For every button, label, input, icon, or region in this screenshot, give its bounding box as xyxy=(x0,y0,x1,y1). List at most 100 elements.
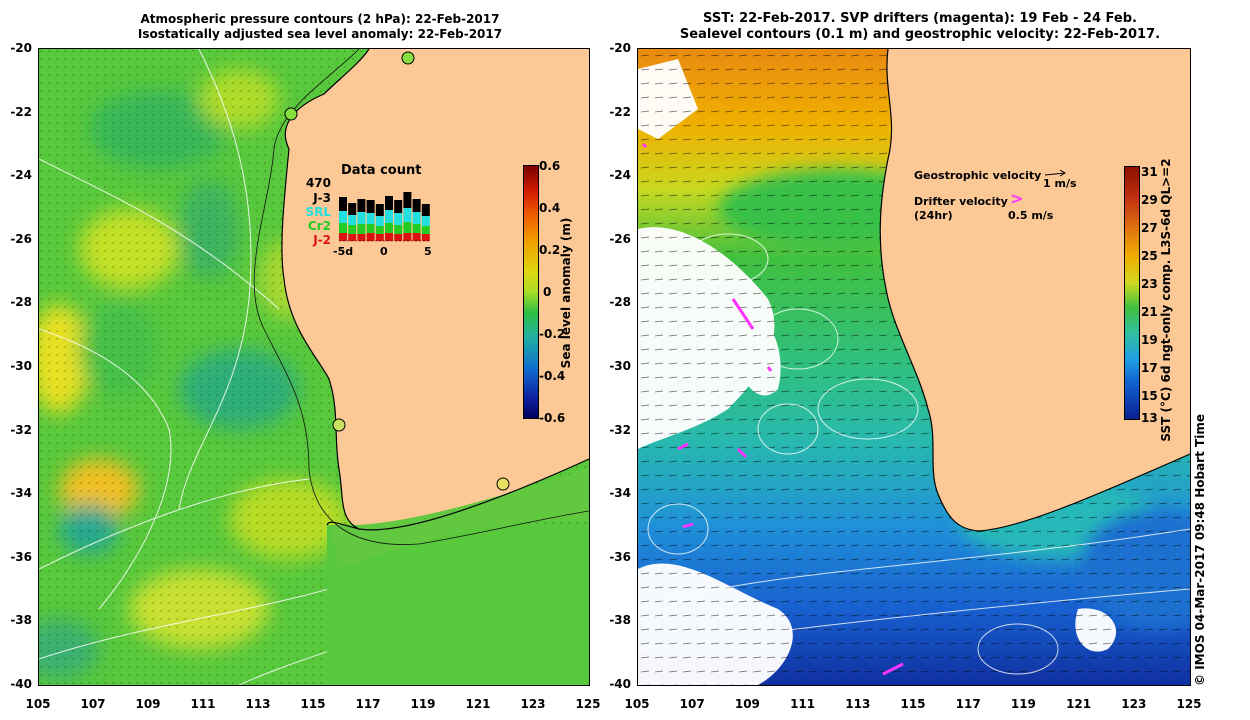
data-count-bar-segment xyxy=(412,199,421,212)
data-count-bar-segment xyxy=(348,215,357,225)
sst-tick: 27 xyxy=(1141,221,1158,235)
data-count-bar-segment xyxy=(375,204,384,216)
left-title-line1: Atmospheric pressure contours (2 hPa): 2… xyxy=(140,12,500,26)
data-count-bar-segment xyxy=(385,223,393,233)
longitude-tick: 123 xyxy=(520,697,546,711)
data-count-chart xyxy=(339,192,431,242)
longitude-tick: 117 xyxy=(355,697,381,711)
latitude-tick: -38 xyxy=(609,613,631,628)
data-count-bar-segment xyxy=(357,199,366,212)
legend-cr2: Cr2 xyxy=(307,219,331,233)
data-count-bar-segment xyxy=(375,216,384,226)
data-count-bar-segment xyxy=(375,226,384,234)
sst-tick: 21 xyxy=(1141,305,1158,319)
sla-colorbar-ticks: 0.6 0.4 0.2 0 -0.2 -0.4 -0.6 xyxy=(539,159,579,425)
data-count-bar-segment xyxy=(385,233,393,241)
longitude-tick: 121 xyxy=(465,697,491,711)
longitude-tick: 105 xyxy=(25,697,51,711)
longitude-tick: 119 xyxy=(410,697,436,711)
data-count-total: 470 xyxy=(305,176,331,190)
data-count-bar-segment xyxy=(394,200,403,213)
latitude-tick: -26 xyxy=(10,231,32,246)
left-title-line2: Isostatically adjusted sea level anomaly… xyxy=(137,27,503,41)
australia-landmass xyxy=(880,49,1190,531)
data-count-bar-segment xyxy=(339,223,347,233)
data-count-bar-segment xyxy=(385,196,393,210)
data-count-bar-segment xyxy=(348,234,357,241)
sea-level-anomaly-map-canvas xyxy=(39,49,589,685)
sla-tick: 0.4 xyxy=(539,201,561,215)
latitude-tick: -28 xyxy=(609,295,631,310)
sla-colorbar xyxy=(523,165,539,419)
sst-tick: 25 xyxy=(1141,249,1158,263)
latitude-tick: -32 xyxy=(609,422,631,437)
data-count-bar-segment xyxy=(412,212,421,224)
data-count-bar-segment xyxy=(357,224,366,234)
data-count-bar-segment xyxy=(366,213,375,224)
drifter-velocity-sub: (24hr) xyxy=(914,209,953,222)
tide-gauge-marker xyxy=(332,418,346,432)
data-count-bar-segment xyxy=(394,225,403,234)
latitude-tick: -20 xyxy=(609,41,631,55)
longitude-tick: 105 xyxy=(624,697,650,711)
data-count-bar-segment xyxy=(403,233,412,241)
data-count-bar-segment xyxy=(403,222,412,233)
tide-gauge-marker xyxy=(401,51,415,65)
sla-tick: 0.2 xyxy=(539,243,561,257)
geostrophic-velocity-arrow xyxy=(1044,172,1066,176)
latitude-tick: -38 xyxy=(10,613,32,628)
right-title-line1: SST: 22-Feb-2017. SVP drifters (magenta)… xyxy=(703,11,1137,26)
data-count-legend: J-3 SRL Cr2 J-2 xyxy=(297,191,331,247)
sst-map-canvas xyxy=(638,49,1190,685)
data-count-bar-segment xyxy=(403,192,412,208)
data-count-bar-segment xyxy=(357,212,366,224)
latitude-tick: -34 xyxy=(609,486,631,501)
data-count-bar-segment xyxy=(421,204,430,216)
sst-tick: 31 xyxy=(1141,165,1158,179)
data-count-bar-segment xyxy=(348,225,357,234)
data-count-bar-segment xyxy=(421,226,430,234)
data-count-bar-segment xyxy=(403,208,412,222)
data-count-axis-zero: 0 xyxy=(380,245,388,258)
sst-tick: 15 xyxy=(1141,389,1158,403)
data-count-axis-max: 5 xyxy=(424,245,432,258)
latitude-tick: -22 xyxy=(10,104,32,119)
longitude-tick: 109 xyxy=(135,697,161,711)
longitude-tick: 115 xyxy=(900,697,926,711)
sst-map: Geostrophic velocity 1 m/s Drifter veloc… xyxy=(637,48,1191,686)
sst-colorbar xyxy=(1124,166,1140,420)
data-count-bar-segment xyxy=(412,233,421,241)
longitude-tick: 125 xyxy=(1176,697,1202,711)
data-count-bar-segment xyxy=(394,213,403,225)
drifter-velocity-scale: 0.5 m/s xyxy=(1008,209,1054,222)
data-count-axis-min: -5d xyxy=(333,245,354,258)
legend-srl: SRL xyxy=(305,205,331,219)
longitude-tick: 117 xyxy=(955,697,981,711)
sla-tick: 0.6 xyxy=(539,159,561,173)
drifter-velocity-symbol: > xyxy=(1010,189,1024,208)
data-count-bar-segment xyxy=(412,224,421,233)
longitude-tick: 107 xyxy=(80,697,106,711)
longitude-tick: 111 xyxy=(790,697,816,711)
longitude-tick: 125 xyxy=(575,697,601,711)
geostrophic-velocity-scale: 1 m/s xyxy=(1043,177,1077,190)
drifter-velocity-label: Drifter velocity xyxy=(914,195,1008,208)
sst-tick: 17 xyxy=(1141,361,1158,375)
geostrophic-velocity-label: Geostrophic velocity xyxy=(914,169,1042,182)
sst-tick: 23 xyxy=(1141,277,1158,291)
longitude-tick: 113 xyxy=(245,697,271,711)
sea-level-anomaly-map: Data count 470 J-3 SRL Cr2 J-2 -5d 0 5 0… xyxy=(38,48,590,686)
data-count-title: Data count xyxy=(341,163,422,178)
tide-gauge-marker xyxy=(496,477,510,491)
legend-j2: J-2 xyxy=(313,233,331,247)
legend-j3: J-3 xyxy=(313,191,331,205)
sst-colorbar-label: SST (°C) 6d ngt-only comp. L3S-6d QL>=2 xyxy=(1159,158,1173,442)
data-count-bar-segment xyxy=(357,234,366,241)
data-count-bar-segment xyxy=(339,233,347,241)
latitude-tick: -40 xyxy=(10,677,32,691)
drifter-tracks xyxy=(641,142,904,676)
data-count-bar-segment xyxy=(394,234,403,241)
latitude-tick: -22 xyxy=(609,104,631,119)
longitude-tick: 119 xyxy=(1010,697,1036,711)
sst-tick: 13 xyxy=(1141,411,1158,425)
